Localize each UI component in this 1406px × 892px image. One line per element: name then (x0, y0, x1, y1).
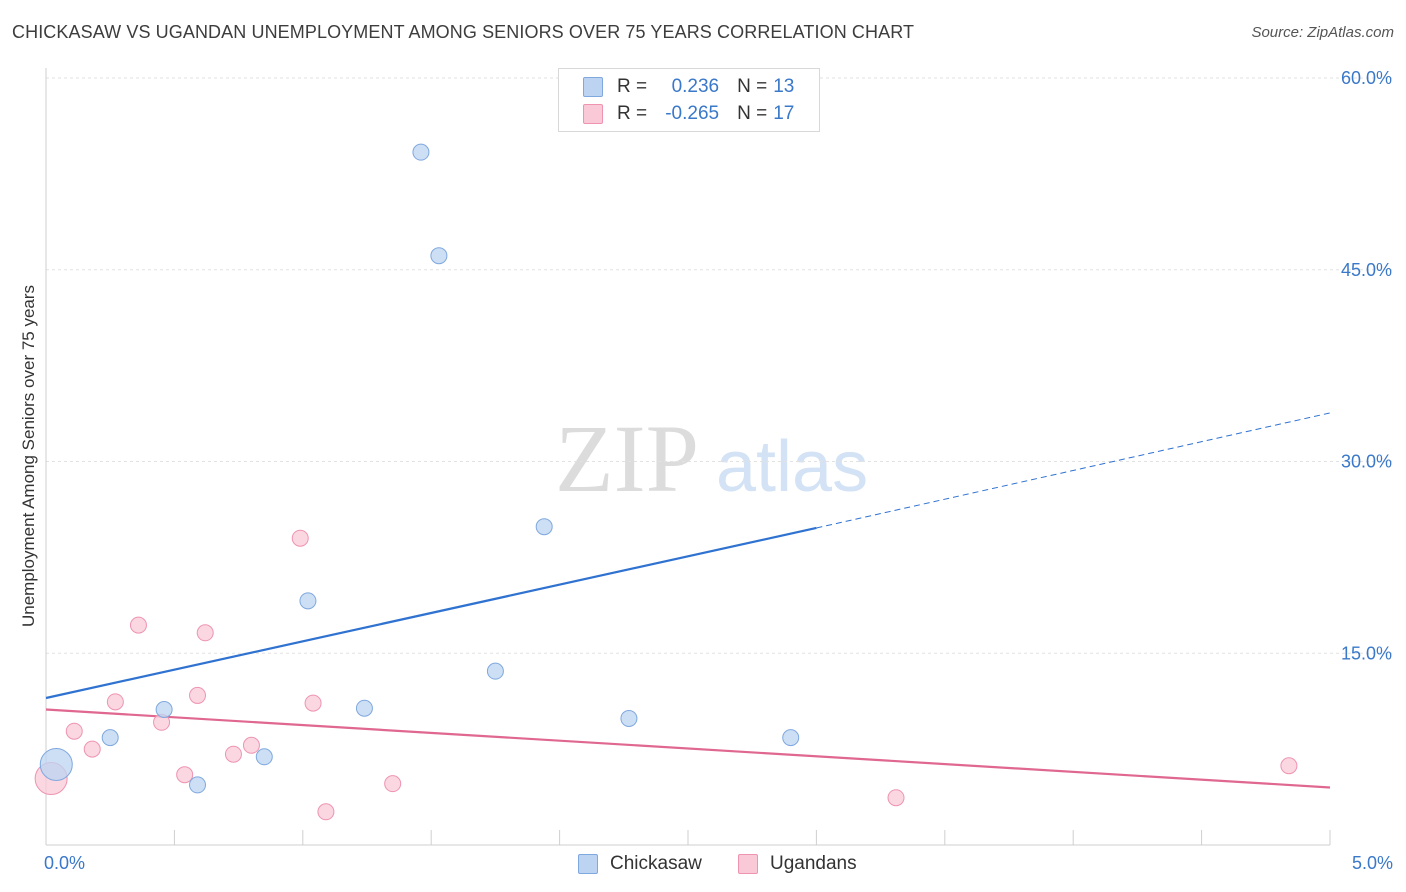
n-label: N = (737, 103, 768, 124)
data-points (34, 143, 1298, 821)
point-ugandans (242, 736, 260, 754)
legend-stats-row-ugandans: R = -0.265 N = 17 (583, 101, 794, 127)
legend-swatch-ugandans (583, 104, 603, 124)
point-chickasaw (535, 518, 553, 536)
y-tick-label: 45.0% (1341, 260, 1392, 280)
point-ugandans (1280, 757, 1298, 775)
point-ugandans (304, 694, 322, 712)
gridlines (46, 77, 1392, 654)
n-value: 13 (773, 76, 795, 97)
point-ugandans (106, 693, 124, 711)
point-ugandans (317, 803, 335, 821)
legend-stats: R = 0.236 N = 13 R = -0.265 N = 17 (558, 68, 820, 132)
watermark-zip: ZIP (555, 405, 699, 512)
point-ugandans (887, 789, 905, 807)
point-ugandans (83, 740, 101, 758)
point-ugandans (196, 624, 214, 642)
point-ugandans (224, 745, 242, 763)
point-chickasaw (101, 729, 119, 747)
x-tick-label: 0.0% (44, 853, 85, 873)
chart-title: CHICKASAW VS UGANDAN UNEMPLOYMENT AMONG … (12, 22, 915, 42)
y-tick-label: 30.0% (1341, 452, 1392, 472)
point-ugandans (291, 529, 309, 547)
y-tick-label: 60.0% (1341, 68, 1392, 88)
point-ugandans (65, 722, 83, 740)
legend-item-chickasaw: Chickasaw (578, 851, 702, 877)
r-value: 0.236 (671, 76, 720, 97)
legend-item-ugandans: Ugandans (738, 851, 857, 877)
trend-line-chickasaw (45, 526, 817, 700)
source-label: Source: ZipAtlas.com (1251, 24, 1394, 41)
point-chickasaw (412, 143, 430, 161)
trend-line-chickasaw-extension (816, 412, 1331, 529)
point-chickasaw (299, 592, 317, 610)
axes (45, 68, 1331, 846)
n-value: 17 (773, 103, 795, 124)
trend-lines (45, 412, 1331, 789)
r-value: -0.265 (665, 103, 720, 124)
watermark: ZIP atlas (555, 405, 868, 512)
y-tick-label: 15.0% (1341, 643, 1392, 663)
point-chickasaw (355, 699, 373, 717)
point-chickasaw (255, 748, 273, 766)
r-label: R = (617, 76, 648, 97)
point-chickasaw (430, 247, 448, 265)
r-label: R = (617, 103, 648, 124)
legend-stats-row-chickasaw: R = 0.236 N = 13 (583, 74, 794, 100)
point-chickasaw (189, 776, 207, 794)
x-tick-label: 5.0% (1352, 853, 1393, 873)
watermark-atlas: atlas (716, 427, 868, 507)
point-ugandans (176, 766, 194, 784)
point-chickasaw (486, 662, 504, 680)
point-ugandans (189, 686, 207, 704)
tick-labels: 15.0% 30.0% 45.0% 60.0% 0.0% 5.0% (44, 68, 1393, 873)
trend-line-ugandans (45, 708, 1331, 789)
point-chickasaw (782, 729, 800, 747)
point-ugandans (384, 775, 402, 793)
point-chickasaw (39, 747, 73, 781)
y-axis-label: Unemployment Among Seniors over 75 years (19, 285, 38, 627)
legend-swatch-chickasaw (583, 77, 603, 97)
point-ugandans (129, 616, 147, 634)
legend-swatch-ugandans (738, 854, 758, 874)
point-chickasaw (155, 700, 173, 718)
legend-label-ugandans: Ugandans (770, 853, 857, 874)
legend-label-chickasaw: Chickasaw (610, 853, 702, 874)
legend-swatch-chickasaw (578, 854, 598, 874)
point-chickasaw (620, 709, 638, 727)
n-label: N = (737, 76, 768, 97)
